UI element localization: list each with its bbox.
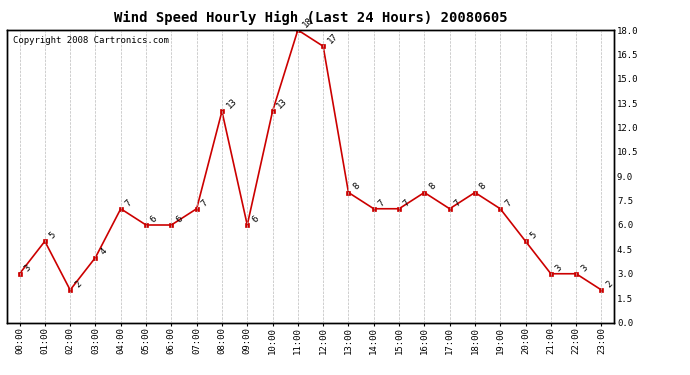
Text: 18: 18 [301,15,315,29]
Text: 7: 7 [453,198,462,208]
Text: 2: 2 [604,279,614,289]
Text: 8: 8 [351,182,362,192]
Text: 5: 5 [48,230,58,240]
Text: 3: 3 [579,263,589,273]
Text: 3: 3 [553,263,564,273]
Text: 3: 3 [22,263,32,273]
Text: 5: 5 [529,230,538,240]
Text: 6: 6 [174,214,184,224]
Text: Copyright 2008 Cartronics.com: Copyright 2008 Cartronics.com [13,36,169,45]
Text: Wind Speed Hourly High (Last 24 Hours) 20080605: Wind Speed Hourly High (Last 24 Hours) 2… [114,11,507,26]
Text: 13: 13 [275,96,289,111]
Text: 6: 6 [149,214,159,224]
Text: 2: 2 [73,279,83,289]
Text: 13: 13 [225,96,239,111]
Text: 7: 7 [402,198,412,208]
Text: 8: 8 [427,182,437,192]
Text: 7: 7 [199,198,210,208]
Text: 6: 6 [250,214,260,224]
Text: 4: 4 [98,246,108,257]
Text: 7: 7 [377,198,386,208]
Text: 17: 17 [326,32,340,45]
Text: 8: 8 [477,182,488,192]
Text: 7: 7 [124,198,134,208]
Text: 7: 7 [503,198,513,208]
